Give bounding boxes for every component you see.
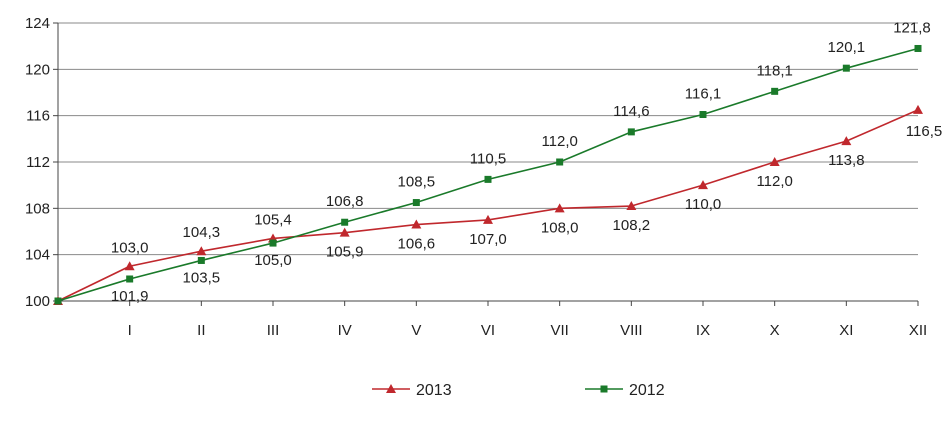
data-label: 112,0 bbox=[541, 133, 577, 150]
series-point-2012 bbox=[126, 275, 134, 283]
series-layer bbox=[53, 44, 923, 305]
series-point-2012 bbox=[341, 218, 349, 226]
series-point-2012 bbox=[269, 239, 277, 247]
data-label: 108,2 bbox=[613, 217, 651, 234]
series-point-2012 bbox=[556, 158, 564, 166]
series-point-2013 bbox=[841, 136, 852, 146]
data-label: 103,0 bbox=[111, 239, 149, 256]
x-tick-label: IV bbox=[338, 322, 352, 339]
data-label: 108,0 bbox=[541, 219, 579, 236]
data-label: 110,0 bbox=[685, 196, 721, 213]
series-point-2012 bbox=[771, 87, 779, 95]
y-tick-label: 108 bbox=[25, 200, 50, 217]
data-label: 112,0 bbox=[756, 173, 792, 190]
data-label: 108,5 bbox=[398, 174, 436, 191]
x-tick-label: V bbox=[411, 322, 421, 339]
data-label: 120,1 bbox=[828, 39, 866, 56]
data-label: 113,8 bbox=[828, 152, 864, 169]
series-point-2013 bbox=[554, 203, 565, 213]
series-point-2013 bbox=[124, 261, 135, 271]
grid-lines bbox=[58, 22, 918, 256]
data-label: 104,3 bbox=[183, 224, 221, 241]
series-point-2012 bbox=[484, 175, 492, 183]
data-label: 121,8 bbox=[893, 19, 931, 36]
legend-label-2013: 2013 bbox=[416, 382, 452, 399]
series-point-2013 bbox=[769, 157, 780, 166]
series-point-2012 bbox=[627, 128, 635, 136]
y-tick-label: 124 bbox=[25, 15, 50, 32]
y-tick-label: 100 bbox=[25, 293, 50, 310]
x-tick-label: IX bbox=[696, 322, 710, 339]
series-point-2013 bbox=[913, 104, 923, 114]
data-label: 114,6 bbox=[613, 103, 649, 120]
y-tick-label: 112 bbox=[26, 154, 50, 171]
data-label: 110,5 bbox=[470, 150, 506, 167]
series-point-2013 bbox=[698, 180, 708, 190]
series-point-2012 bbox=[197, 256, 205, 264]
data-label: 106,6 bbox=[398, 236, 436, 253]
series-point-2012 bbox=[699, 111, 707, 119]
series-point-2012 bbox=[412, 199, 420, 207]
series-point-2012 bbox=[914, 44, 922, 52]
series-point-2013 bbox=[626, 201, 637, 211]
data-label: 105,4 bbox=[254, 211, 292, 228]
y-tick-label: 120 bbox=[25, 61, 50, 78]
y-tick-label: 116 bbox=[26, 108, 50, 125]
x-tick-label: XI bbox=[839, 322, 853, 339]
data-label: 106,8 bbox=[326, 193, 364, 210]
x-tick-label: X bbox=[770, 322, 780, 339]
legend-marker-2012 bbox=[600, 385, 608, 393]
series-point-2012 bbox=[54, 297, 62, 305]
data-label: 107,0 bbox=[469, 231, 507, 248]
data-labels: 103,0 104,3 105,4 105,9 106,6 107,0 108,0 108,2… bbox=[111, 19, 942, 305]
x-tick-label: VII bbox=[550, 322, 568, 339]
data-label: 103,5 bbox=[183, 269, 221, 286]
series-point-2013 bbox=[196, 246, 207, 256]
data-label: 101,9 bbox=[111, 288, 149, 305]
x-tick-label: II bbox=[197, 322, 205, 339]
x-tick-label: III bbox=[267, 322, 280, 339]
series-point-2013 bbox=[483, 214, 493, 224]
x-tick-label: I bbox=[128, 322, 132, 339]
data-label: 105,9 bbox=[326, 244, 364, 261]
data-label: 116,1 bbox=[685, 86, 721, 103]
x-tick-label: XII bbox=[909, 322, 927, 339]
y-tick-label: 104 bbox=[25, 247, 50, 264]
data-label: 118,1 bbox=[756, 62, 792, 79]
series-point-2013 bbox=[339, 227, 350, 237]
x-tick-label: VI bbox=[481, 322, 495, 339]
legend-marker-2013 bbox=[386, 384, 396, 393]
series-point-2012 bbox=[842, 64, 850, 72]
data-label: 116,5 bbox=[906, 123, 942, 140]
x-tick-label: VIII bbox=[620, 322, 643, 339]
data-label: 105,0 bbox=[254, 252, 292, 269]
legend-label-2012: 2012 bbox=[629, 382, 665, 399]
legend: 2013 2012 bbox=[372, 382, 665, 399]
series-point-2013 bbox=[411, 219, 422, 229]
